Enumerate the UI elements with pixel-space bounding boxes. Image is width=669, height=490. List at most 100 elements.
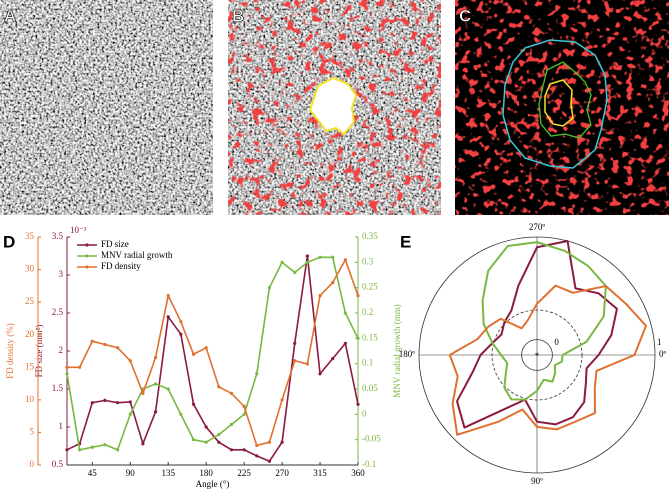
series-marker (331, 255, 335, 259)
legend-marker (85, 243, 89, 247)
series-marker (103, 398, 107, 402)
series-marker (280, 398, 284, 402)
y-tick-label: 10 (25, 394, 35, 404)
y-tick-label: 20 (25, 329, 35, 339)
series-marker (255, 443, 259, 448)
x-axis-title: Angle (°) (196, 479, 230, 489)
series-marker (242, 412, 246, 416)
series-marker (116, 448, 120, 452)
y-tick-label: 0 (362, 408, 367, 418)
series-marker (305, 362, 309, 366)
x-tick-label: 270 (275, 468, 289, 478)
legend-marker (85, 254, 89, 258)
y-tick-label: 0.25 (362, 282, 378, 292)
y-tick-label: 0.3 (362, 256, 374, 266)
series-marker (356, 336, 360, 340)
series-marker (78, 448, 82, 452)
polar-series (481, 241, 607, 401)
series-marker (103, 443, 107, 447)
series-line (67, 257, 359, 447)
series-marker (166, 315, 170, 319)
series-marker (65, 372, 69, 376)
r-tick-label: 1 (657, 337, 662, 347)
y-tick-label: -0.1 (362, 459, 376, 469)
series-marker (305, 254, 309, 258)
series-marker (293, 341, 297, 345)
y-axis-title: FD size (mm²) (34, 325, 44, 378)
series-marker (141, 391, 145, 395)
contour-green (538, 61, 592, 139)
series-marker (305, 260, 309, 264)
contour-cyan (502, 39, 608, 169)
series-marker (179, 412, 183, 416)
y-axis-title: FD density (%) (5, 323, 15, 379)
y-tick-label: 2 (59, 345, 64, 355)
series-marker (141, 442, 145, 446)
theta-tick-label: 180º (399, 349, 416, 359)
series-marker (204, 440, 208, 444)
legend-label: FD density (101, 261, 141, 271)
series-marker (318, 255, 322, 259)
polar-series (448, 284, 648, 436)
legend-marker (85, 265, 89, 269)
series-marker (128, 412, 132, 416)
series-marker (331, 281, 335, 285)
series-marker (343, 258, 347, 262)
series-marker (255, 372, 259, 376)
series-marker (116, 346, 120, 350)
y-tick-label: 0.05 (362, 383, 378, 393)
panel-label: D (3, 232, 15, 251)
series-marker (267, 459, 272, 463)
y-tick-label: 3.5 (52, 231, 64, 241)
contour-yellow (544, 79, 574, 127)
series-marker (267, 286, 272, 290)
series-marker (166, 294, 170, 298)
series-marker (318, 294, 322, 298)
y-tick-label: 0.1 (362, 358, 373, 368)
series-marker (293, 359, 297, 363)
x-tick-label: 180 (199, 468, 213, 478)
x-tick-label: 90 (126, 468, 136, 478)
series-marker (116, 401, 120, 405)
y-tick-label: 2.5 (52, 307, 64, 317)
series-line (66, 255, 359, 463)
panel-label: E (400, 232, 411, 251)
series-marker (65, 365, 69, 369)
image-c (455, 0, 669, 215)
y-tick-label: 0 (30, 459, 35, 469)
y-tick-label: 15 (25, 361, 35, 371)
series-marker (293, 270, 297, 275)
series-marker (217, 440, 221, 444)
series-marker (179, 332, 183, 336)
panel-label: B (232, 6, 244, 25)
y-tick-label: 3 (59, 269, 64, 279)
y-tick-label: -0.05 (362, 434, 381, 444)
series-marker (153, 355, 158, 360)
legend-label: MNV radial growth (101, 250, 173, 260)
theta-tick-label: 270º (529, 222, 546, 232)
y-tick-label: 25 (25, 296, 35, 306)
theta-tick-label: 90º (531, 476, 543, 486)
x-tick-label: 360 (351, 468, 365, 478)
series-marker (229, 422, 234, 427)
series-marker (191, 438, 196, 442)
series-marker (331, 357, 335, 361)
series-marker (191, 402, 196, 406)
series-marker (280, 440, 284, 444)
x-tick-label: 315 (313, 468, 327, 478)
series-marker (356, 402, 360, 406)
series-marker (90, 401, 94, 405)
y-tick-label: 35 (25, 231, 35, 241)
series-marker (65, 448, 69, 452)
series-marker (242, 404, 246, 408)
x-tick-label: 135 (161, 468, 175, 478)
series-marker (204, 346, 208, 350)
series-marker (280, 260, 284, 264)
series-marker (153, 410, 158, 414)
series-marker (343, 341, 347, 345)
series-marker (242, 448, 246, 452)
center-label: * (535, 351, 540, 361)
series-marker (318, 372, 322, 376)
y-tick-label: 0.15 (362, 332, 378, 342)
